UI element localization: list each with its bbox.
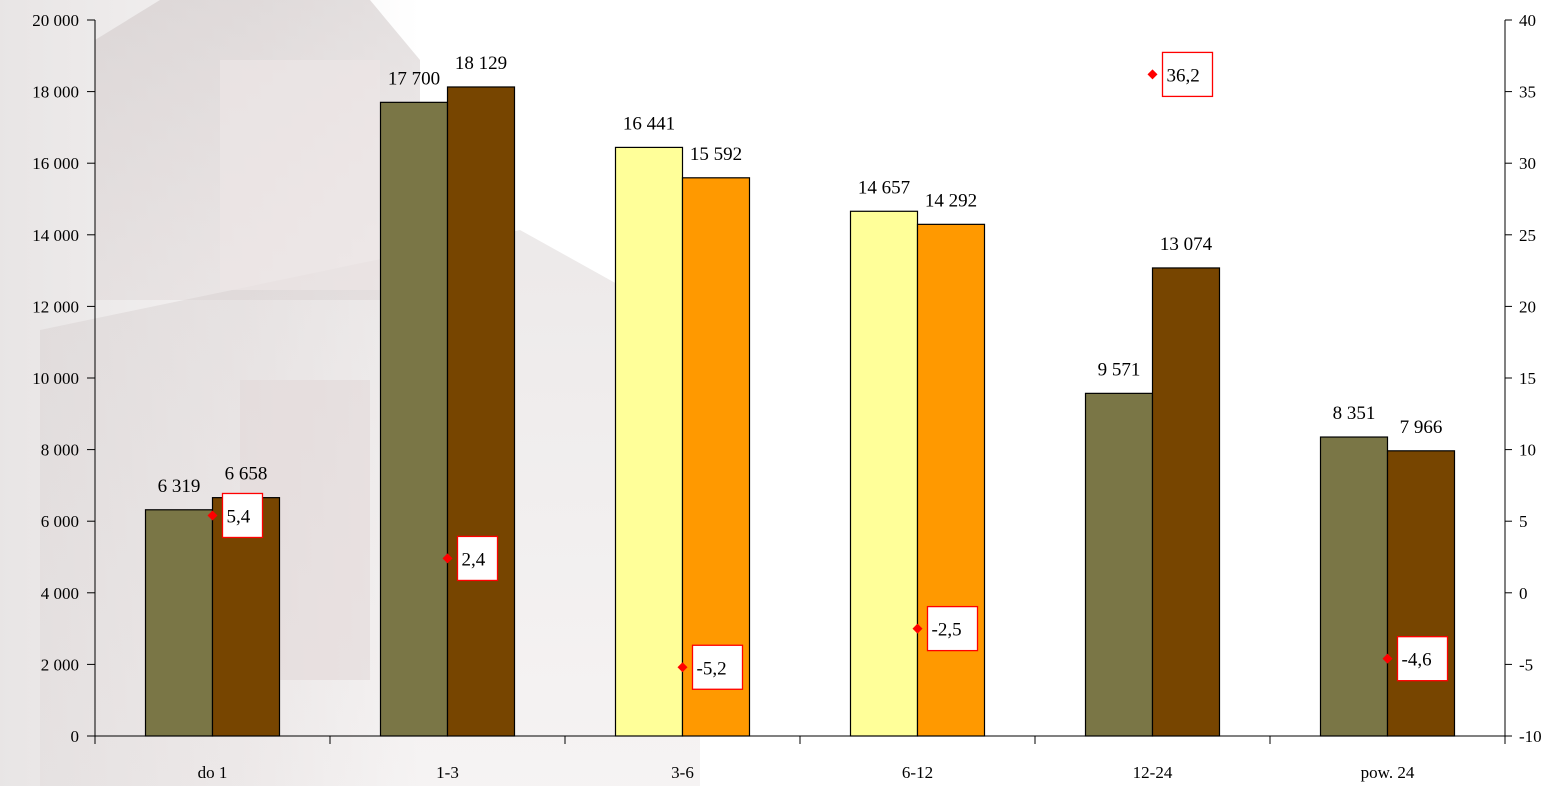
left-axis: 0 2 000 4 000 6 000 8 000 10 000 12 000 14 000 1… <box>32 11 96 746</box>
bar-series-2 <box>681 177 751 737</box>
change-label-box <box>691 644 744 690</box>
right-axis-tick-label: 30 <box>1519 154 1536 173</box>
bar-value-label: 17 700 <box>388 68 440 89</box>
bar-value-label: 16 441 <box>623 113 675 134</box>
change-label-box <box>456 535 499 582</box>
left-axis-tick-label: 18 000 <box>32 83 79 102</box>
right-axis-tick-label: 0 <box>1519 584 1528 603</box>
bar-value-label: 14 292 <box>925 190 977 211</box>
right-axis-tick-label: 35 <box>1519 83 1536 102</box>
right-axis-tick-label: 20 <box>1519 297 1536 316</box>
left-axis-tick-label: 20 000 <box>32 11 79 30</box>
right-axis-tick-label: 25 <box>1519 226 1536 245</box>
change-label: 36,2 <box>1167 65 1200 86</box>
right-axis-tick-label: 5 <box>1519 512 1528 531</box>
change-marker <box>442 553 453 564</box>
bar-series-1 <box>614 146 684 737</box>
bar-labels: 6 319 17 700 16 441 14 657 9 571 8 351 6 658 18… <box>158 53 1443 497</box>
bar-series-1 <box>849 210 919 737</box>
bar-series-2 <box>916 223 986 737</box>
bar-value-label: 7 966 <box>1400 417 1443 438</box>
bars <box>144 86 1456 737</box>
right-axis-tick-label: -5 <box>1519 655 1533 674</box>
bar-series-2 <box>446 86 516 737</box>
change-label: -2,5 <box>932 620 962 641</box>
left-axis-tick-label: 8 000 <box>41 441 79 460</box>
left-axis-tick-label: 4 000 <box>41 584 79 603</box>
bar-value-label: 15 592 <box>690 144 742 165</box>
bar-value-label: 6 658 <box>225 464 268 485</box>
right-axis-tick-label: 15 <box>1519 369 1536 388</box>
change-label: 2,4 <box>462 549 486 570</box>
bar-series-1 <box>1084 392 1154 737</box>
change-marker <box>1382 653 1393 664</box>
change-marker <box>912 623 923 634</box>
x-axis-category-label: 12-24 <box>1133 763 1173 782</box>
change-label: -4,6 <box>1402 650 1432 671</box>
right-axis: -10 -5 0 5 10 15 20 25 30 35 40 <box>1504 11 1542 746</box>
bar-value-label: 13 074 <box>1160 234 1213 255</box>
left-axis-tick-label: 16 000 <box>32 154 79 173</box>
right-axis-tick-label: 10 <box>1519 441 1536 460</box>
x-axis-category-label: pow. 24 <box>1361 763 1415 782</box>
bar-series-2 <box>1151 267 1221 737</box>
x-axis-category-label: 6-12 <box>902 763 933 782</box>
bar-value-label: 18 129 <box>455 53 507 74</box>
change-label: -5,2 <box>697 658 727 679</box>
bar-series-2 <box>1386 450 1456 737</box>
change-marker <box>1147 69 1158 80</box>
left-axis-tick-label: 6 000 <box>41 512 79 531</box>
change-label-box <box>1161 51 1214 98</box>
bar-series-1 <box>1319 436 1389 737</box>
x-axis-category-label: 3-6 <box>671 763 694 782</box>
x-axis: do 1 1-3 3-6 6-12 12-24 pow. 24 <box>94 735 1506 782</box>
change-marker <box>677 662 688 673</box>
bar-value-label: 8 351 <box>1333 403 1376 424</box>
change-label-box <box>221 492 264 539</box>
left-axis-tick-label: 2 000 <box>41 655 79 674</box>
left-axis-tick-label: 0 <box>71 727 80 746</box>
change-label-box <box>1396 636 1449 682</box>
right-axis-tick-label: -10 <box>1519 727 1542 746</box>
x-axis-category-label: do 1 <box>198 763 228 782</box>
left-axis-tick-label: 12 000 <box>32 297 79 316</box>
left-axis-tick-label: 10 000 <box>32 369 79 388</box>
left-axis-tick-label: 14 000 <box>32 226 79 245</box>
change-marker <box>207 510 218 521</box>
change-markers: 5,4 2,4 -5,2 -2,5 36,2 -4,6 <box>207 51 1449 690</box>
right-axis-tick-label: 40 <box>1519 11 1536 30</box>
bar-value-label: 6 319 <box>158 476 201 497</box>
bar-series-1 <box>144 509 214 737</box>
bar-value-label: 14 657 <box>858 177 910 198</box>
change-label: 5,4 <box>227 506 251 527</box>
bar-value-label: 9 571 <box>1098 359 1141 380</box>
x-axis-category-label: 1-3 <box>436 763 459 782</box>
bar-series-1 <box>379 101 449 737</box>
change-label-box <box>926 605 979 652</box>
